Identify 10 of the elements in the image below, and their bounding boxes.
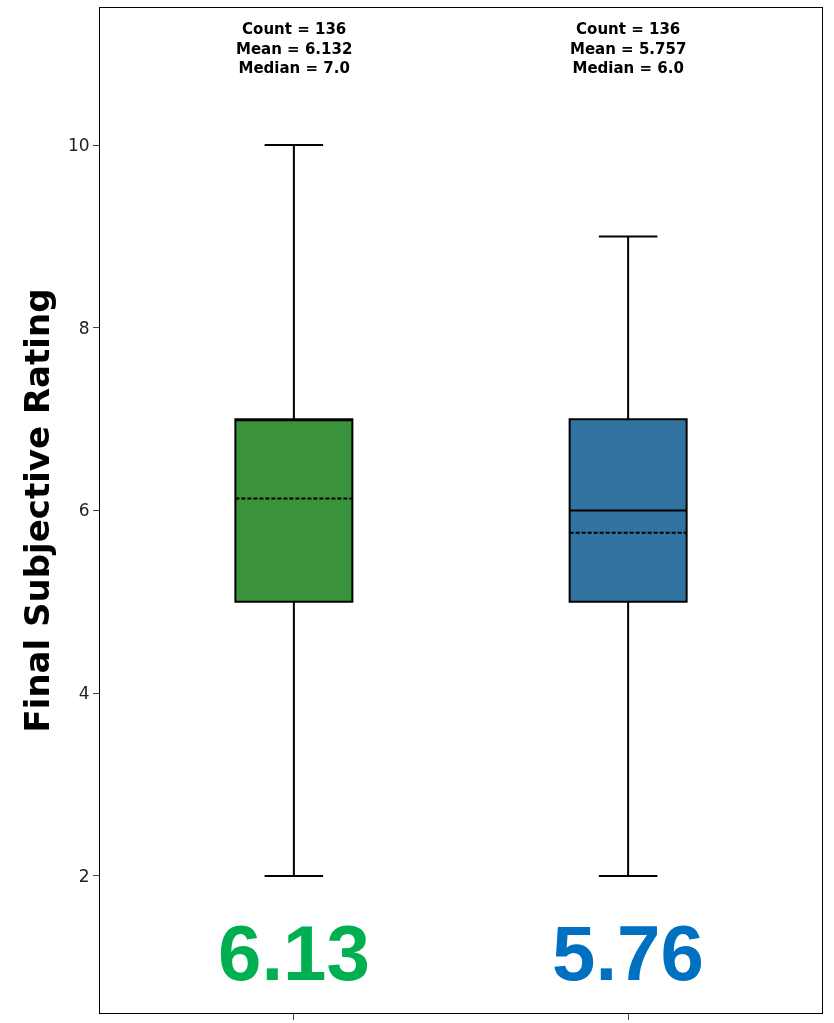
annotation: Count = 136 Mean = 5.757 Median = 6.0 (570, 20, 687, 77)
y-tick-label: 10 (67, 135, 90, 155)
y-tick-label: 6 (78, 500, 90, 521)
annotation: 6.13 (218, 909, 370, 997)
y-tick-label: 4 (78, 683, 90, 704)
y-axis-title: Final Subjective Rating (16, 288, 57, 733)
annotation: 5.76 (552, 909, 704, 997)
y-tick-label: 8 (78, 317, 90, 338)
y-tick-label: 2 (78, 865, 90, 886)
annotation: Count = 136 Mean = 6.132 Median = 7.0 (236, 20, 353, 77)
